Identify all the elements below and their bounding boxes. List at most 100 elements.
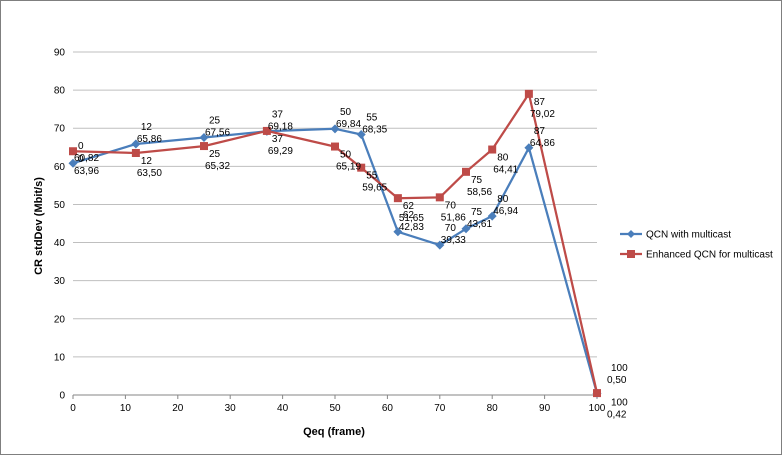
legend-label: Enhanced QCN for multicast <box>646 250 773 261</box>
x-tick-label: 20 <box>172 403 184 414</box>
data-label-y: 0,50 <box>607 375 627 386</box>
data-point <box>357 163 366 172</box>
legend: QCN with multicast Enhanced QCN for multi… <box>620 230 773 261</box>
data-point <box>393 194 402 203</box>
legend-marker <box>627 230 635 238</box>
data-point <box>69 147 77 156</box>
data-point <box>68 158 78 168</box>
data-label-y: 0,42 <box>607 409 627 420</box>
x-axis-title: Qeq (frame) <box>303 426 365 438</box>
y-tick-label: 90 <box>54 48 66 59</box>
data-label-y: 64,86 <box>530 138 555 149</box>
data-point <box>435 240 445 250</box>
data-point <box>524 143 534 153</box>
y-tick-label: 0 <box>59 391 65 402</box>
data-point <box>199 133 209 143</box>
data-point <box>488 145 497 154</box>
x-tick-label: 80 <box>487 403 499 414</box>
data-label-x: 12 <box>141 122 153 133</box>
x-tick-label: 50 <box>329 403 341 414</box>
data-label-y: 43,61 <box>467 219 492 230</box>
data-point <box>393 227 403 237</box>
y-tick-label: 40 <box>54 238 66 249</box>
y-tick-label: 20 <box>54 314 66 325</box>
y-tick-label: 10 <box>54 352 66 363</box>
data-label-x: 75 <box>471 207 483 218</box>
data-label-y: 60,82 <box>74 153 99 164</box>
data-label-y: 63,96 <box>74 166 99 177</box>
y-tick-label: 80 <box>54 86 66 97</box>
data-label-x: 50 <box>340 107 352 118</box>
data-label-y: 79,02 <box>530 109 555 120</box>
series-lines <box>72 92 599 394</box>
x-tick-label: 60 <box>382 403 394 414</box>
data-point <box>593 389 601 398</box>
data-label-x: 0 <box>78 141 84 152</box>
data-label-x: 37 <box>272 109 284 120</box>
data-label-x: 80 <box>497 153 509 164</box>
data-label-x: 70 <box>445 223 457 234</box>
data-label-y: 65,86 <box>137 134 162 145</box>
data-label-y: 68,35 <box>362 125 387 136</box>
legend-label: QCN with multicast <box>646 230 731 241</box>
data-label-y: 42,83 <box>399 222 424 233</box>
data-label-y: 59,65 <box>362 183 387 194</box>
data-label-x: 25 <box>209 116 221 127</box>
data-label-y: 63,50 <box>137 168 162 179</box>
data-label-x: 80 <box>497 194 509 205</box>
data-label-x: 100 <box>611 397 628 408</box>
gridlines <box>73 51 597 358</box>
y-tick-label: 50 <box>54 200 66 211</box>
data-point <box>524 89 533 98</box>
data-label-y: 51,86 <box>441 212 466 223</box>
data-point <box>131 148 140 157</box>
data-label-x: 0 <box>78 154 84 165</box>
data-label-y: 65,19 <box>336 162 361 173</box>
x-tick-label: 40 <box>277 403 289 414</box>
data-label-x: 70 <box>445 200 457 211</box>
data-label-x: 87 <box>534 126 546 137</box>
data-label-x: 100 <box>611 363 628 374</box>
data-label-x: 62 <box>403 210 415 221</box>
series-markers <box>68 89 602 398</box>
data-point <box>487 211 497 221</box>
data-label-x: 55 <box>366 113 378 124</box>
data-label-y: 64,41 <box>493 165 518 176</box>
y-axis-title: CR stdDev (Mbit/s) <box>33 177 45 275</box>
x-tick-label: 0 <box>70 403 76 414</box>
data-label-y: 58,56 <box>467 187 492 198</box>
data-point <box>435 193 444 202</box>
data-label-y: 65,32 <box>205 161 230 172</box>
data-label-x: 87 <box>534 97 546 108</box>
data-label-y: 69,18 <box>268 121 293 132</box>
y-tick-label: 70 <box>54 124 66 135</box>
x-tick-label: 100 <box>589 403 606 414</box>
data-label-y: 67,56 <box>205 128 230 139</box>
data-labels: 060,821265,862567,563769,185069,845568,3… <box>74 97 628 421</box>
data-label-x: 62 <box>403 201 415 212</box>
data-label-y: 46,94 <box>493 206 518 217</box>
y-tick-label: 60 <box>54 162 66 173</box>
data-label-x: 25 <box>209 149 221 160</box>
data-point <box>462 167 470 176</box>
x-tick-label: 90 <box>539 403 551 414</box>
legend-marker <box>627 250 635 258</box>
data-label-x: 37 <box>272 134 284 145</box>
y-tick-label: 30 <box>54 276 66 287</box>
axes: 0 10 20 30 40 50 60 70 80 90 0 10 20 30 40 50 60 70 80 90 10… <box>54 48 606 415</box>
data-point <box>131 139 141 149</box>
data-point <box>200 142 208 151</box>
data-point <box>356 130 366 140</box>
data-label-x: 75 <box>471 175 483 186</box>
series-line <box>72 92 599 394</box>
data-label-x: 50 <box>340 150 352 161</box>
x-tick-label: 70 <box>434 403 446 414</box>
data-point <box>331 142 339 151</box>
data-label-y: 69,84 <box>336 119 361 130</box>
data-label-y: 51,65 <box>399 213 424 224</box>
data-label-x: 55 <box>366 171 378 182</box>
data-point <box>330 124 340 134</box>
data-label-y: 39,33 <box>441 235 466 246</box>
